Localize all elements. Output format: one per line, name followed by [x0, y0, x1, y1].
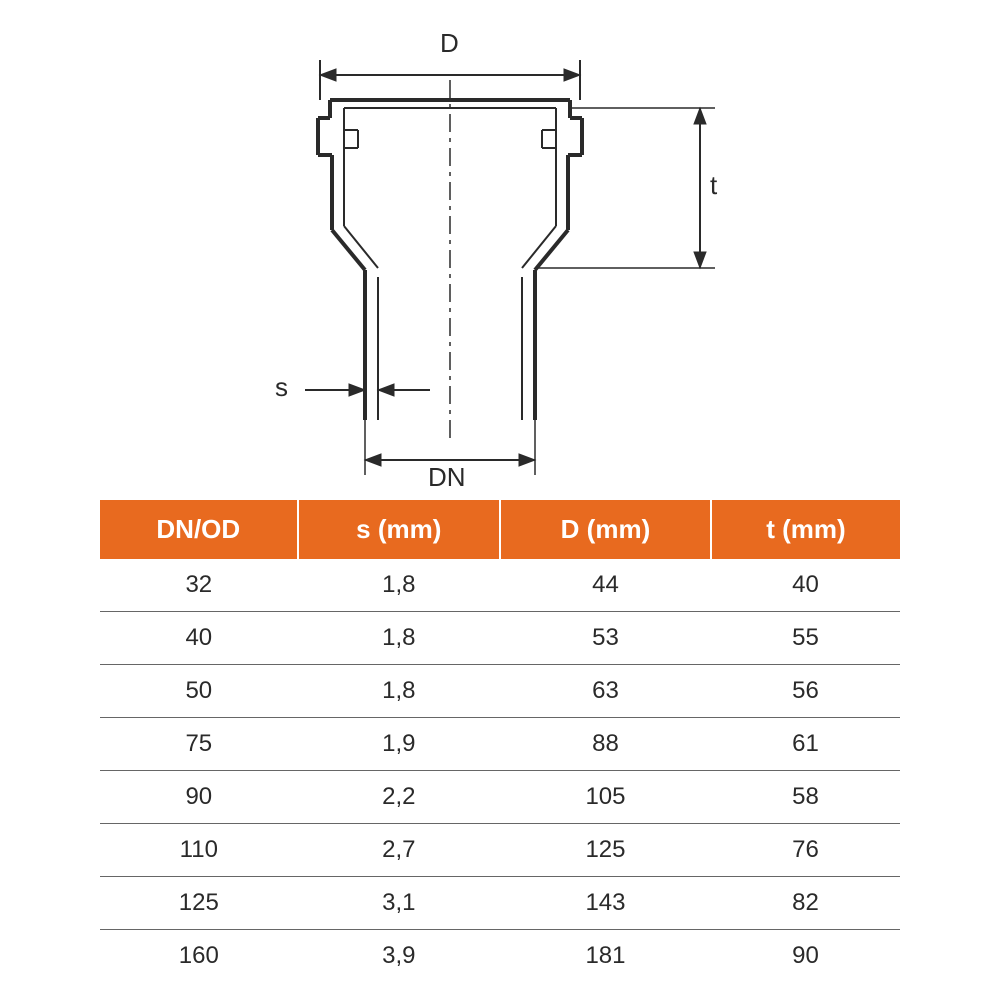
table-cell: 105: [500, 771, 711, 824]
table-row: 401,85355: [100, 612, 900, 665]
table-cell: 2,7: [298, 824, 500, 877]
table-cell: 32: [100, 559, 298, 612]
table-cell: 1,8: [298, 665, 500, 718]
dim-label-DN: DN: [428, 462, 466, 493]
table-cell: 110: [100, 824, 298, 877]
table-cell: 1,8: [298, 559, 500, 612]
table-row: 1253,114382: [100, 877, 900, 930]
table-cell: 40: [711, 559, 900, 612]
table-cell: 143: [500, 877, 711, 930]
dim-label-s: s: [275, 372, 288, 403]
table-cell: 90: [711, 930, 900, 983]
col-header: DN/OD: [100, 500, 298, 559]
table-row: 1102,712576: [100, 824, 900, 877]
table-cell: 90: [100, 771, 298, 824]
table-row: 751,98861: [100, 718, 900, 771]
dim-label-D: D: [440, 28, 459, 59]
table-cell: 3,9: [298, 930, 500, 983]
table-row: 902,210558: [100, 771, 900, 824]
table-cell: 88: [500, 718, 711, 771]
table-header-row: DN/OD s (mm) D (mm) t (mm): [100, 500, 900, 559]
table-row: 501,86356: [100, 665, 900, 718]
table-cell: 75: [100, 718, 298, 771]
pipe-diagram: D t s DN: [100, 20, 900, 490]
table-cell: 125: [500, 824, 711, 877]
table-cell: 44: [500, 559, 711, 612]
dimensions-table: DN/OD s (mm) D (mm) t (mm) 321,84440401,…: [100, 500, 900, 982]
table-cell: 61: [711, 718, 900, 771]
table-cell: 160: [100, 930, 298, 983]
table-cell: 50: [100, 665, 298, 718]
table-cell: 3,1: [298, 877, 500, 930]
table-cell: 181: [500, 930, 711, 983]
table-cell: 63: [500, 665, 711, 718]
table-cell: 1,9: [298, 718, 500, 771]
table-cell: 55: [711, 612, 900, 665]
table-row: 1603,918190: [100, 930, 900, 983]
table-cell: 76: [711, 824, 900, 877]
table-cell: 1,8: [298, 612, 500, 665]
table-cell: 125: [100, 877, 298, 930]
table-cell: 82: [711, 877, 900, 930]
table-row: 321,84440: [100, 559, 900, 612]
dim-label-t: t: [710, 170, 717, 201]
col-header: s (mm): [298, 500, 500, 559]
table-cell: 58: [711, 771, 900, 824]
table-cell: 53: [500, 612, 711, 665]
col-header: D (mm): [500, 500, 711, 559]
table-cell: 56: [711, 665, 900, 718]
pipe-schematic-svg: [100, 20, 900, 490]
col-header: t (mm): [711, 500, 900, 559]
table-cell: 2,2: [298, 771, 500, 824]
table-cell: 40: [100, 612, 298, 665]
